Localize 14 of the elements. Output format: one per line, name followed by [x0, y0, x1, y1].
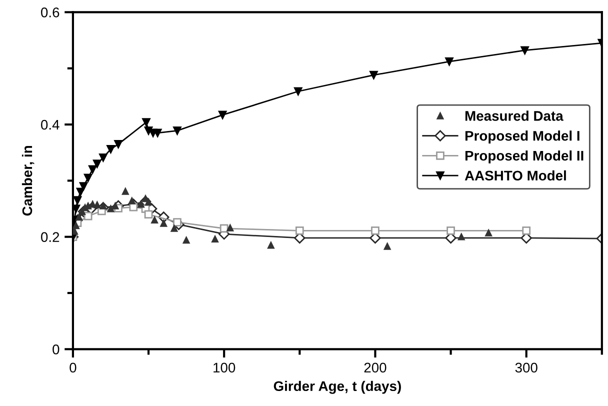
x-tick-label: 100 [214, 362, 236, 373]
legend-label: Measured Data [465, 110, 564, 121]
y-tick-label: 0.2 [41, 232, 60, 242]
x-tick-label: 200 [364, 362, 386, 373]
y-tick-label: 0.6 [41, 8, 60, 18]
y-tick-label: 0.4 [41, 120, 60, 130]
x-tick-label: 300 [515, 362, 538, 373]
y-tick-label: 0 [52, 344, 60, 354]
legend-label: Proposed Model I [465, 130, 580, 144]
x-tick-label: 0 [70, 362, 76, 373]
x-axis-title: Girder Age, t (days) [274, 380, 401, 394]
legend-label: Proposed Model II [465, 150, 584, 164]
legend-label: AASHTO Model [464, 170, 566, 181]
y-axis-title: Camber, in [22, 146, 34, 216]
